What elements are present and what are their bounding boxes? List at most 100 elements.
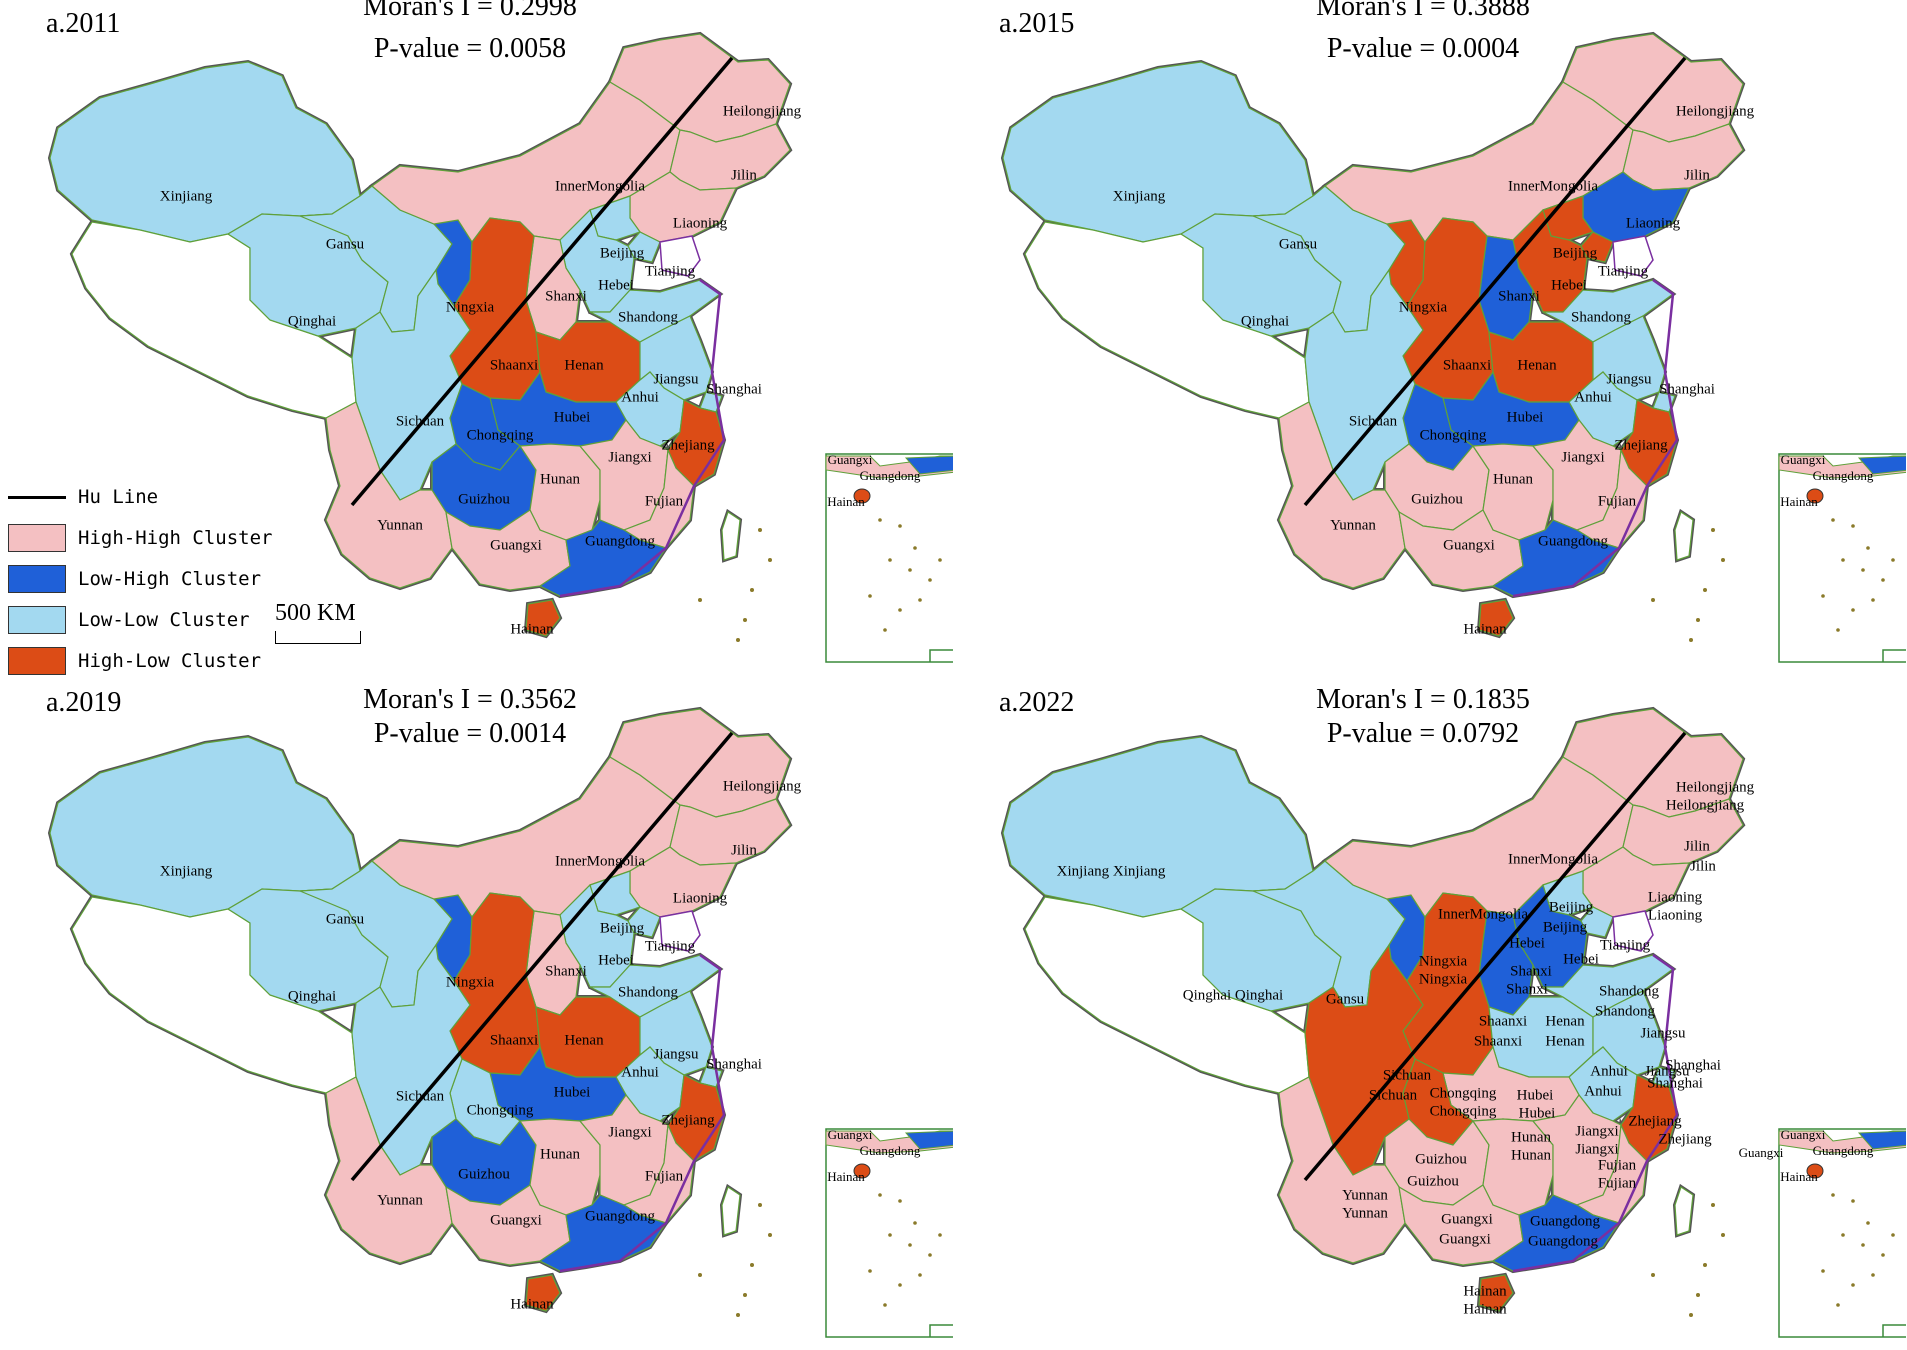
province-label: Hubei [1518, 1105, 1556, 1122]
island-dot [768, 1233, 772, 1237]
inset-island-dot [1831, 1193, 1835, 1197]
island-dot [1696, 1293, 1700, 1297]
island-dot [750, 588, 754, 592]
island-dot [1651, 1273, 1655, 1277]
province-label: Guangdong [1538, 533, 1608, 550]
province-label: Zhejiang [661, 1112, 715, 1129]
province-label: Heilongjiang [1665, 797, 1745, 814]
province-label: Sichuan [395, 413, 445, 430]
province-label: Guangdong [585, 533, 655, 550]
province-label: Shanxi [1510, 963, 1552, 980]
legend-label: High-High Cluster [78, 527, 273, 549]
island-dot [698, 1273, 702, 1277]
inset-island-dot [1881, 578, 1885, 582]
province-label: Hebei [598, 277, 634, 294]
island-dot [698, 598, 702, 602]
inset-island-dot [918, 1273, 922, 1277]
island-dot [758, 528, 762, 532]
legend-label: Low-Low Cluster [78, 609, 250, 631]
province-label: Liaoning [1647, 889, 1703, 906]
inset-island-dot [908, 1243, 912, 1247]
island-dot [768, 558, 772, 562]
province-label: Hubei [1506, 409, 1544, 426]
inset-island-dot [1866, 546, 1870, 550]
province-label: Shanxi [1498, 288, 1540, 305]
island-dot [1689, 1313, 1693, 1317]
province-tianjin [627, 906, 661, 938]
province-taiwan [1674, 1186, 1694, 1236]
province-label: Shanghai [1647, 1075, 1703, 1092]
province-label: Jiangxi [608, 449, 652, 466]
province-label: Ningxia [1398, 299, 1448, 316]
island-dot [1721, 1233, 1725, 1237]
china-map [1000, 31, 1906, 663]
province-label: Zhejiang [1658, 1131, 1712, 1148]
province-label: Fujian [1597, 1157, 1637, 1174]
province-label: Qinghai [287, 988, 337, 1005]
inset-hainan [853, 1163, 871, 1179]
province-label: Shaanxi [489, 357, 539, 374]
province-label: Fujian [644, 493, 684, 510]
province-label: Ningxia [445, 299, 495, 316]
province-label: Fujian [644, 1168, 684, 1185]
inset-island-dot [1821, 594, 1825, 598]
province-label: Qinghai [287, 313, 337, 330]
legend-label: High-Low Cluster [78, 650, 262, 672]
island-dot [743, 618, 747, 622]
inset-label: Guangxi [1780, 452, 1826, 467]
province-label: Shanxi [545, 963, 587, 980]
inset-guangdong [1857, 455, 1906, 475]
inset-island-dot [1861, 1243, 1865, 1247]
hu-line [350, 731, 734, 1182]
province-label: Gansu [325, 911, 365, 928]
inset-island-dot [1871, 1273, 1875, 1277]
province-label: Anhui [1574, 389, 1612, 406]
island-dot [1721, 558, 1725, 562]
legend-color-swatch [8, 524, 66, 552]
legend-item: Hu Line [8, 482, 158, 512]
province-label: Guizhou [1415, 1151, 1467, 1168]
province-label: Jiangsu [1640, 1025, 1686, 1042]
province-label: Jiangsu [653, 371, 699, 388]
inset-corner-box [929, 649, 953, 662]
inset-island-dot [928, 1253, 932, 1257]
province-label: Hebei [1563, 951, 1599, 968]
province-label: Ningxia [1418, 953, 1468, 970]
province-label: Xinjiang Xinjiang [1056, 863, 1166, 880]
province-label: Shaanxi [489, 1032, 539, 1049]
map-panel-2: a.2019 Moran's I = 0.3562 P-value = 0.0014… [0, 675, 953, 1350]
province-label: Yunnan [1330, 517, 1376, 534]
china-map [47, 31, 953, 663]
province-guangdong [1491, 519, 1620, 597]
panel-year-label: a.2015 [999, 8, 1075, 39]
south-china-sea-inset [825, 1128, 953, 1338]
province-label: Xinjiang [1112, 188, 1166, 205]
inset-label: Guangxi [827, 1127, 873, 1142]
inset-island-dot [883, 1303, 887, 1307]
inset-island-dot [898, 608, 902, 612]
inset-label: Guangdong [1812, 468, 1874, 483]
panel-year-label: a.2019 [46, 687, 122, 718]
province-label: Hubei [553, 409, 591, 426]
province-label: Hunan [540, 471, 580, 488]
province-label: Guizhou [458, 1166, 510, 1183]
island-dot [736, 1313, 740, 1317]
province-label: Shandong [1599, 983, 1659, 1000]
province-label: Beijing [599, 245, 645, 262]
province-label: Hebei [598, 952, 634, 969]
province-label: Hainan [1463, 1283, 1507, 1300]
province-label: Anhui [1584, 1083, 1622, 1100]
province-label: Jilin [1684, 167, 1710, 184]
inset-corner-box [1882, 649, 1906, 662]
province-label: Zhejiang [1628, 1113, 1682, 1130]
legend-item: Low-High Cluster [8, 564, 261, 594]
province-label: Xinjiang [159, 863, 213, 880]
province-label: Guizhou [1407, 1173, 1459, 1190]
legend-item: High-Low Cluster [8, 646, 261, 676]
province-hainan [1478, 599, 1514, 637]
legend-color-swatch [8, 647, 66, 675]
inset-hainan [1806, 1163, 1824, 1179]
province-label: Gansu [1278, 236, 1318, 253]
inset-island-dot [1831, 518, 1835, 522]
province-label: Yunnan [377, 517, 423, 534]
